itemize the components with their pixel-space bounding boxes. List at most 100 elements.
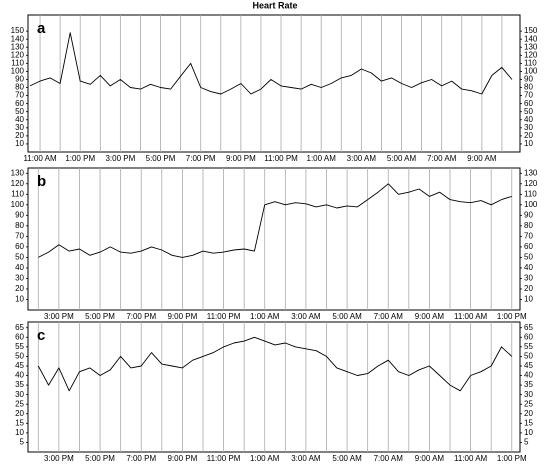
panel-label: c — [37, 327, 45, 344]
x-tick-label: 5:00 AM — [332, 312, 362, 321]
y-tick-label-right: 130 — [524, 168, 538, 177]
y-tick-label: 30 — [15, 390, 24, 399]
x-tick-label: 3:00 PM — [105, 154, 135, 163]
y-tick-label: 40 — [15, 263, 24, 272]
y-tick-label: 120 — [11, 179, 25, 188]
y-tick-label-right: 55 — [524, 342, 533, 351]
y-tick-label: 80 — [15, 83, 24, 92]
y-tick-label: 30 — [15, 274, 24, 283]
panel-label: b — [37, 173, 46, 190]
y-tick-label-right: 120 — [524, 50, 538, 59]
y-tick-label: 130 — [11, 168, 25, 177]
x-tick-label: 11:00 AM — [454, 454, 488, 463]
x-tick-label: 9:00 AM — [467, 154, 497, 163]
y-tick-label-right: 50 — [524, 107, 533, 116]
x-tick-label: 5:00 AM — [387, 154, 417, 163]
y-tick-label-right: 15 — [524, 418, 533, 427]
x-tick-label: 9:00 PM — [167, 312, 197, 321]
y-tick-label: 40 — [15, 115, 24, 124]
y-tick-label: 10 — [15, 139, 24, 148]
x-tick-label: 1:00 AM — [250, 454, 280, 463]
y-tick-label-right: 70 — [524, 231, 533, 240]
y-tick-label: 30 — [15, 123, 24, 132]
y-tick-label: 15 — [15, 418, 24, 427]
y-tick-label-right: 30 — [524, 123, 533, 132]
y-tick-label-right: 130 — [524, 42, 538, 51]
y-tick-label: 25 — [15, 399, 24, 408]
y-tick-label-right: 70 — [524, 91, 533, 100]
y-tick-label-right: 150 — [524, 26, 538, 35]
x-tick-label: 7:00 PM — [126, 312, 156, 321]
y-tick-label-right: 110 — [524, 189, 537, 198]
y-tick-label: 35 — [15, 380, 24, 389]
x-tick-label: 1:00 PM — [65, 154, 95, 163]
y-tick-label: 20 — [15, 131, 24, 140]
y-tick-label-right: 10 — [524, 428, 533, 437]
y-tick-label-right: 20 — [524, 284, 533, 293]
plot-frame — [27, 321, 521, 453]
y-tick-label: 110 — [11, 189, 24, 198]
x-tick-label: 5:00 AM — [332, 454, 362, 463]
y-tick-label-right: 20 — [524, 409, 533, 418]
y-tick-label-right: 60 — [524, 99, 533, 108]
x-tick-label: 1:00 AM — [307, 154, 337, 163]
y-tick-label: 70 — [15, 91, 24, 100]
panel-label: a — [37, 20, 46, 37]
y-tick-label: 45 — [15, 361, 24, 370]
heart-rate-line — [29, 32, 513, 95]
x-tick-label: 3:00 PM — [44, 454, 74, 463]
y-tick-label: 50 — [15, 107, 24, 116]
y-tick-label: 80 — [15, 221, 24, 230]
x-tick-label: 5:00 PM — [146, 154, 176, 163]
y-tick-label-right: 90 — [524, 210, 533, 219]
x-tick-label: 5:00 PM — [85, 454, 115, 463]
x-tick-label: 7:00 PM — [126, 454, 156, 463]
y-tick-label: 50 — [15, 253, 24, 262]
y-tick-label-right: 100 — [524, 67, 538, 76]
y-tick-label-right: 30 — [524, 390, 533, 399]
y-tick-label-right: 50 — [524, 253, 533, 262]
x-tick-label: 7:00 AM — [374, 454, 404, 463]
y-tick-label: 140 — [11, 34, 25, 43]
x-tick-label: 3:00 AM — [291, 312, 321, 321]
y-tick-label: 5 — [20, 438, 25, 447]
x-tick-label: 1:00 PM — [497, 454, 527, 463]
y-tick-label: 60 — [15, 242, 24, 251]
y-tick-label-right: 25 — [524, 399, 533, 408]
y-tick-label: 100 — [11, 67, 25, 76]
y-tick-label-right: 90 — [524, 75, 533, 84]
y-tick-label-right: 35 — [524, 380, 533, 389]
y-tick-label-right: 20 — [524, 131, 533, 140]
x-tick-label: 11:00 PM — [264, 154, 298, 163]
x-tick-label: 11:00 PM — [207, 454, 241, 463]
heart-rate-line — [37, 336, 513, 392]
x-tick-label: 9:00 PM — [226, 154, 256, 163]
y-tick-label-right: 100 — [524, 200, 538, 209]
y-tick-label: 110 — [11, 58, 24, 67]
y-tick-label: 55 — [15, 342, 24, 351]
y-tick-label: 65 — [15, 323, 24, 332]
y-tick-label-right: 80 — [524, 221, 533, 230]
x-tick-label: 11:00 AM — [454, 312, 488, 321]
y-tick-label-right: 110 — [524, 58, 537, 67]
y-tick-label: 70 — [15, 231, 24, 240]
y-tick-label-right: 40 — [524, 263, 533, 272]
y-tick-label: 120 — [11, 50, 25, 59]
x-tick-label: 9:00 PM — [167, 454, 197, 463]
y-tick-label: 40 — [15, 371, 24, 380]
x-tick-label: 1:00 AM — [250, 312, 280, 321]
x-tick-label: 7:00 PM — [186, 154, 216, 163]
x-tick-label: 5:00 PM — [85, 312, 115, 321]
y-tick-label: 10 — [15, 295, 24, 304]
y-tick-label-right: 60 — [524, 242, 533, 251]
x-tick-label: 1:00 PM — [497, 312, 527, 321]
y-tick-label: 20 — [15, 409, 24, 418]
x-tick-label: 3:00 AM — [291, 454, 321, 463]
y-tick-label: 60 — [15, 99, 24, 108]
y-tick-label-right: 45 — [524, 361, 533, 370]
y-tick-label: 20 — [15, 284, 24, 293]
y-tick-label-right: 10 — [524, 139, 533, 148]
y-tick-label: 90 — [15, 75, 24, 84]
y-tick-label-right: 5 — [524, 438, 529, 447]
